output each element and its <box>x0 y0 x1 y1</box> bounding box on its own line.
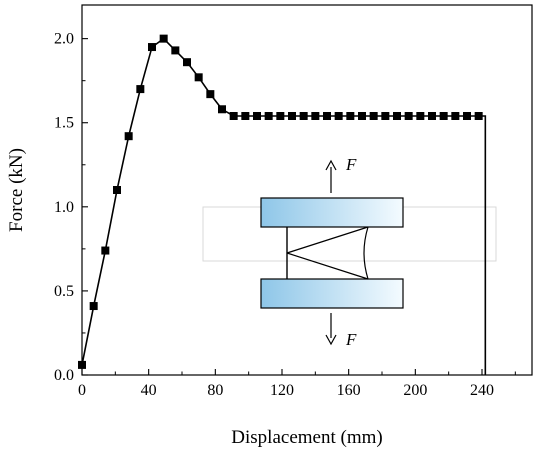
data-point-13 <box>229 112 238 120</box>
inset-test-sketch: F F <box>202 155 497 349</box>
data-point-22 <box>334 112 343 120</box>
series-force-displacement <box>78 34 487 375</box>
force-label-bottom: F <box>345 330 357 349</box>
data-point-5 <box>136 85 145 94</box>
x-axis-label: Displacement (mm) <box>231 427 382 448</box>
data-point-9 <box>183 58 191 67</box>
data-point-0 <box>78 360 86 369</box>
x-tick-label-0: 0 <box>78 382 86 399</box>
specimen-lower-line <box>286 252 369 280</box>
y-tick-label-4: 2.0 <box>54 31 74 48</box>
data-point-3 <box>113 186 121 194</box>
data-point-7 <box>159 34 168 43</box>
data-point-17 <box>276 112 285 120</box>
x-tick-label-4: 160 <box>337 382 361 399</box>
data-point-23 <box>346 112 355 120</box>
data-point-31 <box>439 112 448 120</box>
data-point-6 <box>148 43 156 52</box>
data-point-30 <box>428 112 436 120</box>
y-axis-label: Force (kN) <box>6 148 27 232</box>
x-tick-label-1: 40 <box>141 382 157 399</box>
data-point-14 <box>241 112 250 120</box>
data-point-24 <box>358 112 366 120</box>
data-point-33 <box>463 112 471 120</box>
data-point-19 <box>299 112 308 120</box>
axis-tick-labels: 0 40 80 120 160 200 240 0.0 0.5 1.0 1.5 2.0 <box>54 31 494 399</box>
data-point-25 <box>369 112 378 120</box>
force-arrow-up-icon <box>325 159 337 171</box>
data-point-32 <box>451 112 460 120</box>
x-tick-label-5: 200 <box>403 382 427 399</box>
y-tick-label-1: 0.5 <box>54 283 74 300</box>
upper-grip <box>260 197 404 228</box>
data-point-4 <box>124 132 133 141</box>
x-tick-label-3: 120 <box>270 382 294 399</box>
data-point-2 <box>101 246 110 255</box>
data-point-1 <box>89 302 98 311</box>
data-point-8 <box>171 46 180 55</box>
force-label-top: F <box>345 155 357 174</box>
data-point-27 <box>393 112 401 120</box>
specimen-upper-line <box>286 226 369 254</box>
data-point-18 <box>288 112 296 120</box>
x-tick-label-2: 80 <box>207 382 223 399</box>
axis-ticks <box>81 38 516 376</box>
data-point-16 <box>264 112 273 120</box>
y-tick-label-0: 0.0 <box>54 367 74 384</box>
data-point-12 <box>218 105 226 114</box>
specimen-curved-edge <box>363 226 369 280</box>
y-tick-label-3: 1.5 <box>54 115 74 132</box>
x-tick-label-6: 240 <box>470 382 494 399</box>
data-point-15 <box>253 112 261 120</box>
data-point-26 <box>381 112 390 120</box>
lower-grip <box>260 278 404 309</box>
data-point-10 <box>194 73 203 82</box>
data-point-20 <box>311 112 320 120</box>
force-arrow-down-icon <box>325 334 337 346</box>
data-point-28 <box>404 112 413 120</box>
data-point-29 <box>416 112 425 120</box>
y-tick-label-2: 1.0 <box>54 199 74 216</box>
data-point-11 <box>206 90 215 99</box>
data-point-21 <box>323 112 331 120</box>
plot-frame <box>81 4 533 376</box>
data-point-34 <box>474 112 483 120</box>
